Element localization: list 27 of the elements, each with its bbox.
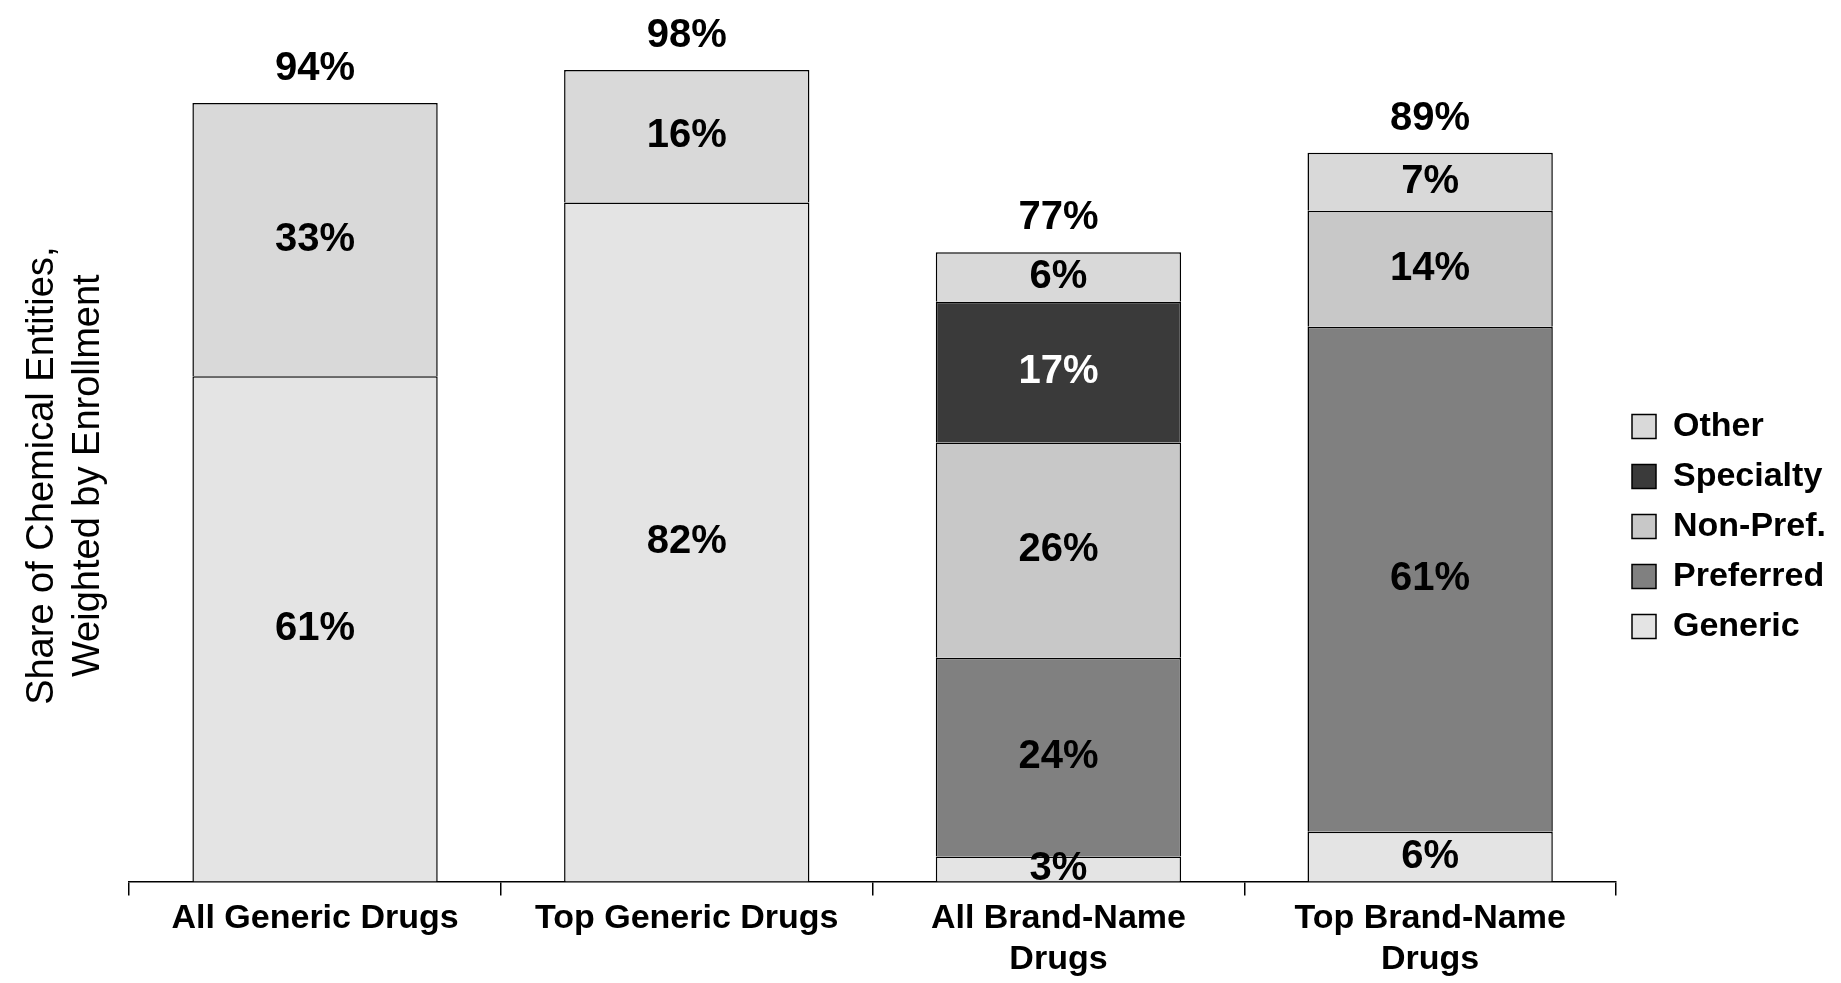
data-label: 61% [275, 603, 356, 648]
data-label: 82% [646, 516, 727, 561]
data-label: 14% [1390, 243, 1471, 288]
legend-label: Specialty [1673, 454, 1823, 493]
data-label: 6% [1401, 831, 1460, 876]
x-tick-label: Top Generic Drugs [534, 897, 839, 936]
total-label: 89% [1390, 93, 1471, 138]
data-label: 26% [1018, 525, 1099, 570]
total-label: 98% [646, 11, 727, 56]
legend-label: Non-Pref. [1673, 504, 1826, 543]
data-label: 7% [1401, 156, 1460, 201]
data-label: 16% [646, 111, 727, 156]
y-axis-title: Share of Chemical Entities, Weighted by Enrollment [19, 246, 107, 705]
x-tick-label: All Brand-Name Drugs [930, 897, 1186, 976]
data-label: 33% [275, 214, 356, 259]
data-label: 24% [1018, 732, 1099, 777]
x-tick-label: Top Brand-Name Drugs [1294, 897, 1566, 976]
legend-label: Preferred [1673, 554, 1825, 593]
total-label: 77% [1018, 193, 1099, 238]
data-label: 6% [1029, 252, 1088, 297]
data-label: 3% [1029, 844, 1088, 889]
data-label: 17% [1018, 347, 1099, 392]
legend-label: Generic [1673, 604, 1800, 643]
legend-label: Other [1673, 404, 1764, 443]
data-label: 61% [1390, 554, 1471, 599]
x-tick-label: All Generic Drugs [171, 897, 459, 936]
total-label: 94% [275, 44, 356, 89]
